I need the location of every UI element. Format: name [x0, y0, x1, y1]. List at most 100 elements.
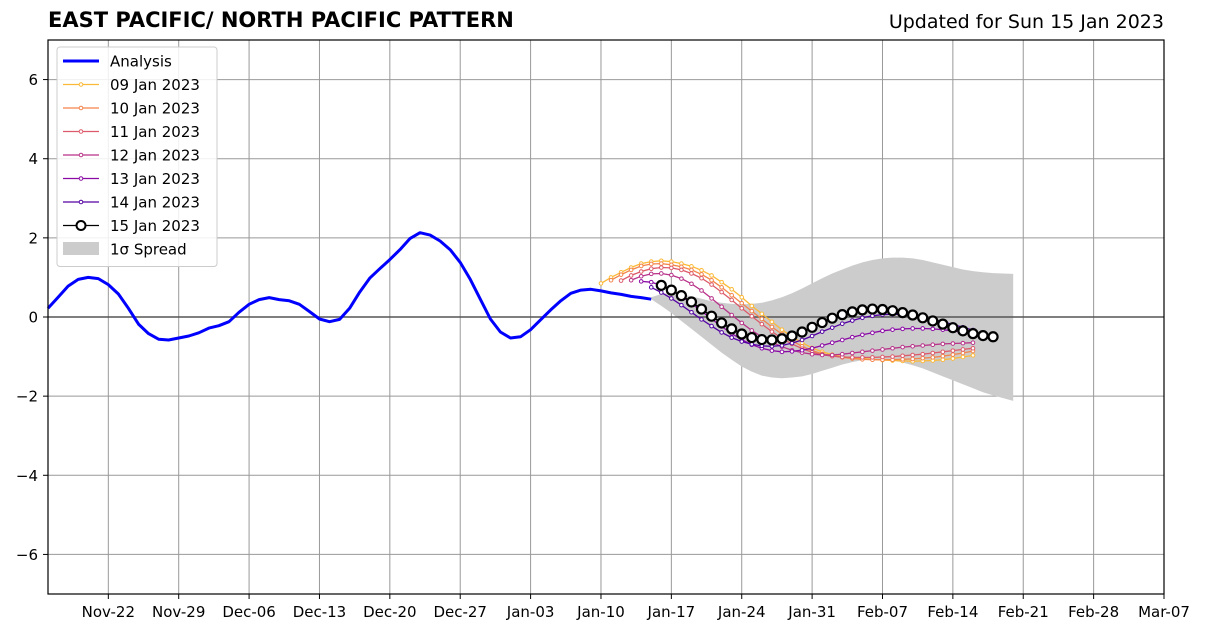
forecast-point: [628, 267, 634, 273]
forecast-point: [699, 288, 704, 293]
forecast-point: [769, 324, 775, 330]
forecast-point: [648, 261, 654, 267]
forecast-point: [739, 305, 745, 311]
forecast-point: [749, 328, 755, 333]
forecast-point: [729, 287, 734, 292]
forecast-point: [940, 349, 946, 355]
forecast-point: [917, 312, 929, 324]
forecast-point: [829, 325, 835, 330]
legend-marker: [78, 176, 84, 181]
forecast-point: [870, 355, 875, 360]
forecast-point: [655, 279, 667, 291]
forecast-point: [749, 313, 755, 319]
forecast-point: [819, 352, 825, 358]
forecast-point: [739, 300, 745, 306]
forecast-point: [779, 349, 785, 355]
forecast-point: [759, 321, 765, 327]
forecast-point: [665, 284, 677, 296]
forecast-point: [839, 337, 845, 343]
forecast-point: [776, 333, 788, 345]
forecast-point: [789, 340, 795, 346]
forecast-point: [766, 334, 778, 346]
forecast-point: [759, 311, 765, 317]
y-tick-label: 0: [28, 309, 38, 327]
forecast-point: [726, 323, 738, 335]
forecast-point: [729, 312, 734, 318]
forecast-point: [920, 326, 926, 331]
chart-subtitle: Updated for Sun 15 Jan 2023: [888, 11, 1164, 33]
forecast-point: [850, 355, 855, 360]
x-tick-label: Feb-07: [857, 603, 908, 621]
x-tick-label: Jan-03: [506, 603, 555, 621]
forecast-point: [960, 340, 966, 346]
y-tick-label: −2: [16, 388, 38, 406]
forecast-point: [789, 349, 795, 354]
forecast-point: [719, 279, 724, 285]
forecast-point: [910, 326, 915, 331]
legend-box: [56, 46, 218, 267]
forecast-point: [638, 279, 644, 284]
legend-label: 14 Jan 2023: [110, 194, 200, 212]
forecast-point: [648, 279, 654, 285]
forecast-point: [709, 323, 714, 329]
forecast-point: [920, 355, 926, 361]
forecast-point: [900, 344, 905, 350]
forecast-point: [769, 329, 775, 334]
forecast-point: [886, 305, 899, 317]
forecast-point: [890, 354, 895, 359]
axes-group: Nov-22 Nov-29 Dec-06 Dec-13 Dec-20 Dec-27 Jan-…: [16, 39, 1190, 621]
x-tick-label: Dec-13: [293, 603, 347, 621]
forecast-point: [910, 352, 915, 358]
forecast-point: [689, 271, 694, 276]
forecast-point: [669, 265, 674, 271]
forecast-point: [836, 309, 848, 321]
forecast-point: [860, 332, 865, 338]
x-tick-label: Feb-28: [1068, 603, 1119, 621]
legend-entry: 10 Jan 2023: [63, 100, 200, 118]
forecast-point: [987, 331, 999, 343]
legend-entry: 11 Jan 2023: [63, 123, 200, 141]
forecast-point: [947, 322, 959, 334]
forecast-point: [930, 342, 936, 348]
forecast-point: [950, 341, 956, 346]
forecast-point: [729, 292, 734, 298]
forecast-point: [689, 264, 694, 269]
forecast-point: [839, 351, 845, 357]
forecast-point: [719, 289, 724, 295]
forecast-point: [977, 329, 989, 342]
forecast-point: [679, 267, 684, 273]
forecast-point: [709, 277, 714, 283]
legend-marker: [78, 82, 84, 87]
forecast-point: [829, 340, 835, 346]
forecast-point: [669, 272, 674, 278]
forecast-point: [826, 312, 838, 324]
legend-entry: 13 Jan 2023: [63, 170, 200, 188]
forecast-point: [967, 328, 979, 340]
legend-label: 12 Jan 2023: [110, 147, 200, 165]
forecast-point: [870, 330, 875, 336]
forecast-point: [900, 357, 905, 362]
forecast-point: [960, 354, 966, 360]
legend-entry: 15 Jan 2023: [63, 217, 200, 235]
forecast-point: [608, 277, 614, 283]
x-tick-label: Nov-29: [152, 603, 205, 621]
forecast-point: [716, 317, 728, 329]
x-tick-label: Nov-22: [82, 603, 135, 621]
legend-label: 1σ Spread: [110, 241, 187, 259]
forecast-point: [746, 331, 758, 344]
forecast-point: [876, 303, 889, 316]
forecast-point: [689, 309, 694, 315]
forecast-point: [957, 325, 969, 337]
forecast-point: [679, 276, 684, 281]
forecast-point: [806, 321, 818, 333]
forecast-point: [736, 328, 748, 340]
chart-title: EAST PACIFIC/ NORTH PACIFIC PATTERN: [48, 8, 514, 32]
forecast-point: [669, 296, 674, 301]
forecast-point: [970, 353, 976, 358]
y-tick-label: −4: [16, 467, 38, 485]
legend-entry: 12 Jan 2023: [63, 147, 200, 165]
forecast-point: [779, 327, 785, 332]
forecast-point: [809, 351, 815, 357]
forecast-point: [900, 326, 905, 332]
x-tick-label: Dec-06: [222, 603, 276, 621]
